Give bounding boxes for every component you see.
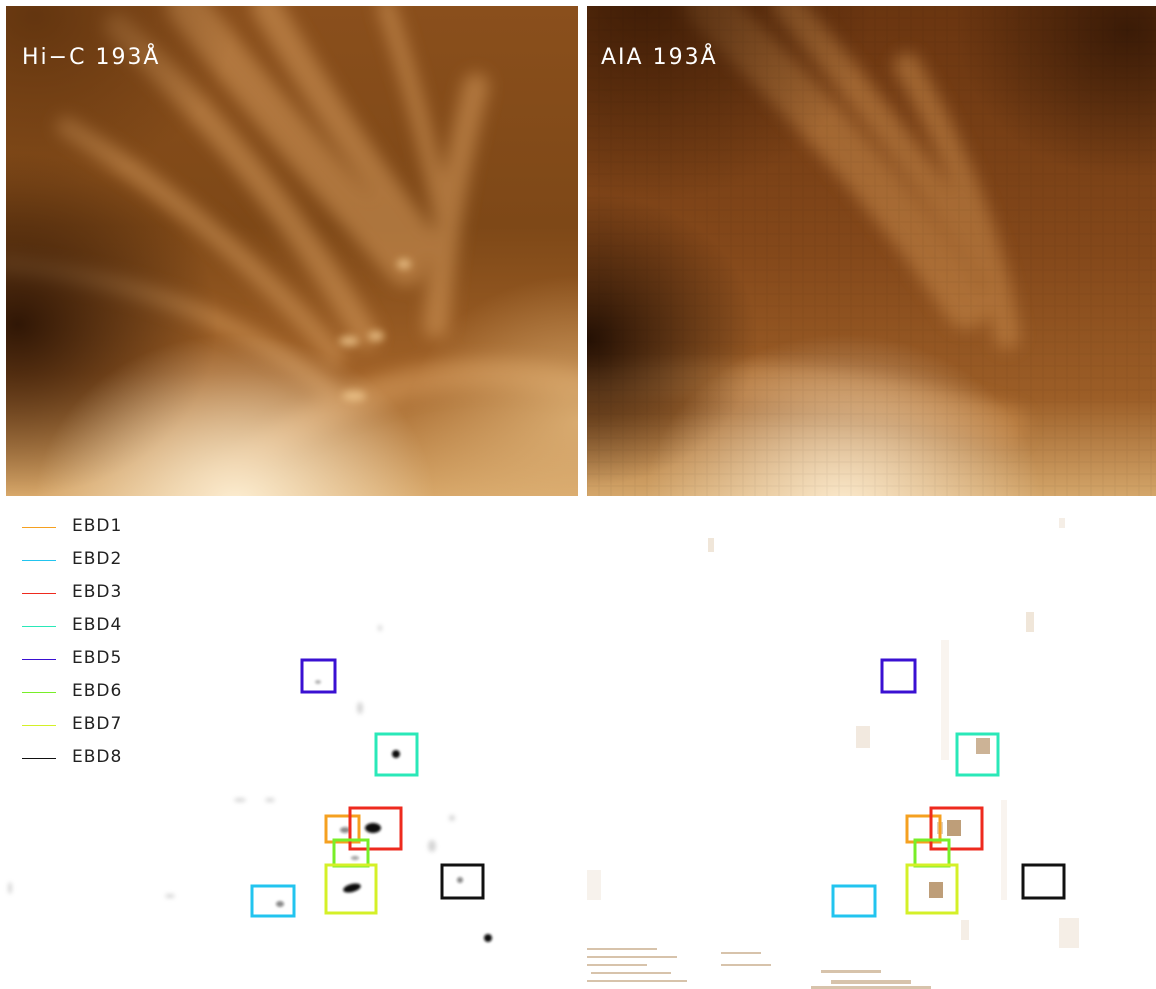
ebd1-box-aia <box>905 814 942 844</box>
legend-swatch <box>22 659 56 660</box>
legend-item-ebd6: EBD6 <box>22 677 162 710</box>
legend-label: EBD4 <box>72 615 123 635</box>
legend-swatch <box>22 758 56 759</box>
ebd3-box-aia <box>929 806 984 851</box>
legend-swatch <box>22 626 56 627</box>
ebd2-box-aia <box>831 884 877 918</box>
blob <box>365 823 381 833</box>
legend-swatch <box>22 725 56 726</box>
legend-label: EBD2 <box>72 549 123 569</box>
legend-label: EBD1 <box>72 516 123 536</box>
ebd7-box-aia <box>905 863 959 915</box>
ebd5-box-hic <box>300 658 337 694</box>
ebd2-box-hic <box>250 884 296 918</box>
legend-label: EBD5 <box>72 648 123 668</box>
legend-item-ebd8: EBD8 <box>22 743 162 776</box>
legend-item-ebd4: EBD4 <box>22 611 162 644</box>
legend-item-ebd7: EBD7 <box>22 710 162 743</box>
hic-193-image-render: Hi−C 193Å <box>6 6 578 496</box>
ebd3-box-hic <box>348 806 403 851</box>
ebd7-box-hic <box>324 863 378 915</box>
legend-label: EBD8 <box>72 747 123 767</box>
aia-difference-render <box>587 518 1079 989</box>
aia-193-image: AIA 193Å <box>587 6 1156 496</box>
legend-item-ebd1: EBD1 <box>22 512 162 545</box>
legend-item-ebd3: EBD3 <box>22 578 162 611</box>
hic-panel-label: Hi−C 193Å <box>22 43 160 70</box>
legend-swatch <box>22 593 56 594</box>
legend-item-ebd5: EBD5 <box>22 644 162 677</box>
ebd8-box-aia <box>1021 863 1066 900</box>
legend-label: EBD3 <box>72 582 123 602</box>
ebd-legend: EBD1 EBD2 EBD3 EBD4 EBD5 EBD6 EBD7 EBD8 <box>22 512 162 776</box>
aia-difference-image <box>581 500 1156 989</box>
hic-difference-render <box>8 625 492 942</box>
legend-label: EBD7 <box>72 714 123 734</box>
aia-193-image-render: AIA 193Å <box>587 6 1156 496</box>
ebd8-box-hic <box>440 863 485 900</box>
legend-item-ebd2: EBD2 <box>22 545 162 578</box>
hic-193-image: Hi−C 193Å <box>6 6 578 496</box>
legend-swatch <box>22 527 56 528</box>
aia-panel-label: AIA 193Å <box>601 43 718 70</box>
legend-label: EBD6 <box>72 681 123 701</box>
legend-swatch <box>22 560 56 561</box>
ebd1-box-hic <box>324 814 361 844</box>
ebd4-box-aia <box>955 732 1000 777</box>
ebd5-box-aia <box>880 658 917 694</box>
ebd4-box-hic <box>374 732 419 777</box>
legend-swatch <box>22 692 56 693</box>
hic-difference-image <box>0 500 578 989</box>
